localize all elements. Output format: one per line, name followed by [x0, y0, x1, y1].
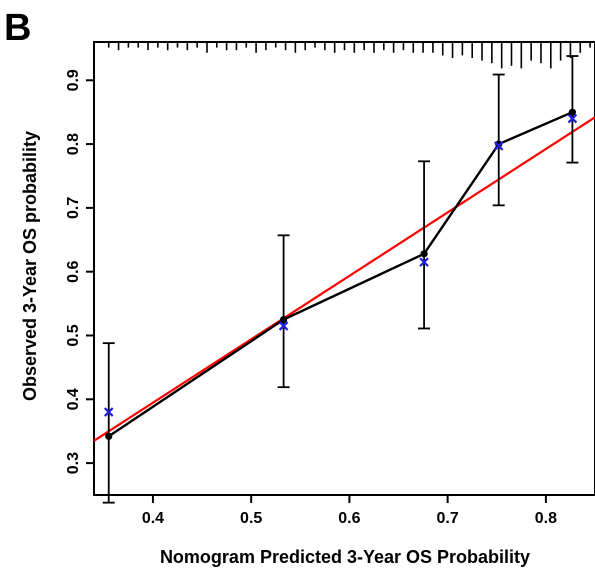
y-tick-label: 0.7	[65, 197, 82, 219]
y-tick-label: 0.5	[65, 324, 82, 346]
panel-letter: B	[4, 7, 31, 49]
bias-corrected-marker	[419, 257, 429, 267]
observed-point	[568, 108, 577, 116]
x-tick-label: 0.5	[240, 510, 262, 527]
observed-point	[495, 140, 503, 148]
y-axis-title: Observed 3-Year OS probability	[20, 131, 40, 401]
bias-corrected-marker	[278, 321, 289, 331]
y-tick-label: 0.8	[65, 133, 82, 155]
observed-line	[108, 111, 573, 438]
x-tick-label: 0.6	[338, 510, 360, 527]
observed-point	[279, 315, 288, 324]
observed-point	[105, 432, 113, 440]
x-tick-label: 0.8	[535, 510, 557, 527]
ideal-reference-line	[93, 116, 595, 442]
observed-point	[420, 250, 428, 258]
x-tick-label: 0.4	[142, 510, 164, 527]
y-tick-label: 0.4	[65, 388, 82, 410]
x-tick-label: 0.7	[437, 510, 459, 527]
y-tick-label: 0.6	[65, 260, 82, 282]
bias-corrected-marker	[103, 407, 114, 417]
plot-frame	[93, 41, 595, 496]
y-tick-label: 0.9	[65, 69, 82, 91]
bias-corrected-marker	[567, 113, 578, 124]
x-axis-title: Nomogram Predicted 3-Year OS Probability	[160, 547, 530, 567]
y-tick-label: 0.3	[65, 452, 82, 474]
bias-corrected-marker	[493, 141, 504, 151]
